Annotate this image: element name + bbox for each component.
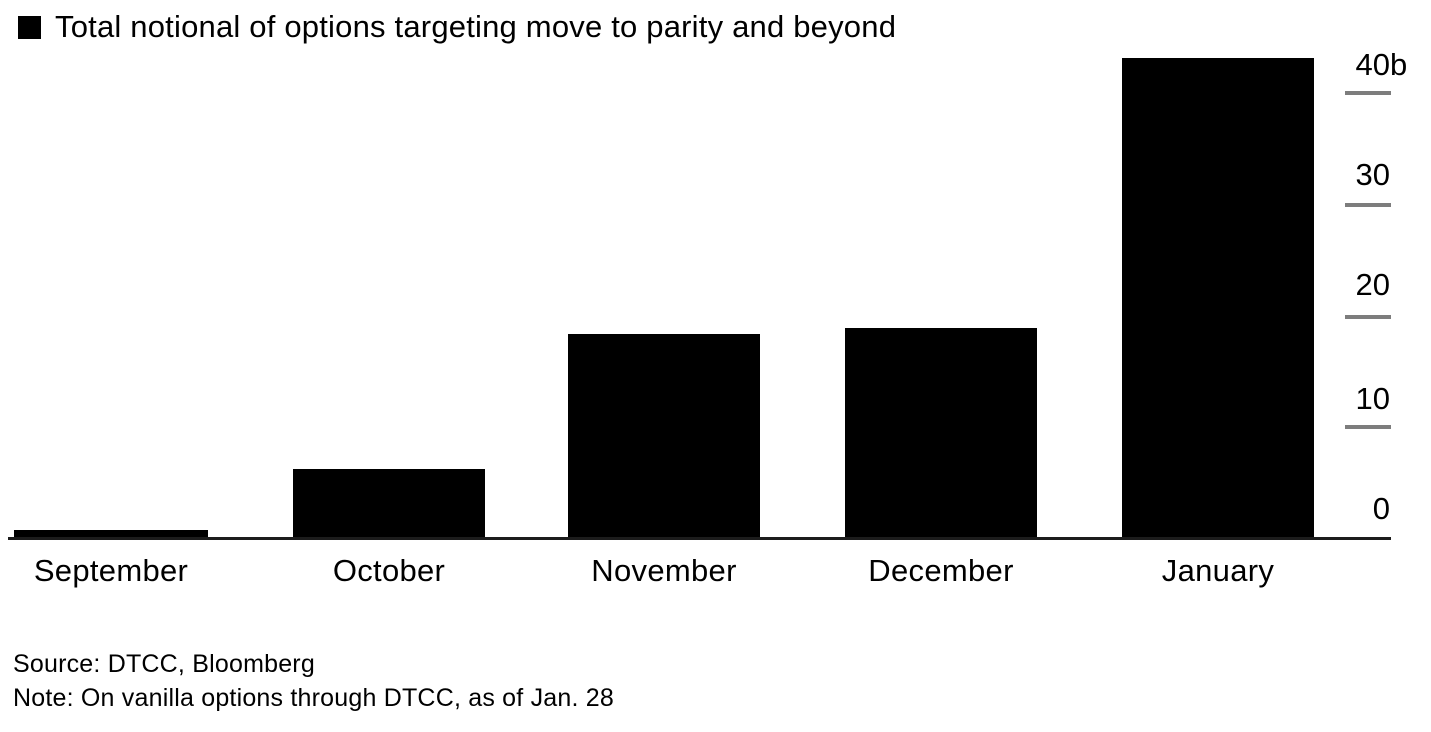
y-label-value: 20 [1355, 267, 1390, 302]
y-label-unit-suffix: b [1390, 47, 1408, 82]
y-tick-dash-20 [1345, 315, 1391, 319]
y-tick-dash-30 [1345, 203, 1391, 207]
legend-marker-icon [18, 15, 41, 39]
y-label-value: 10 [1355, 381, 1390, 416]
y-label-10: 10 [1355, 381, 1390, 416]
y-label-0: 0 [1372, 491, 1390, 526]
y-label-value: 30 [1355, 157, 1390, 192]
bar-december [845, 328, 1037, 537]
x-axis-line [8, 537, 1391, 540]
x-label-september: September [33, 553, 189, 588]
y-label-30: 30 [1355, 157, 1390, 192]
note-text: Note: On vanilla options through DTCC, a… [13, 684, 614, 712]
x-label-december: December [868, 553, 1014, 588]
bar-september [14, 530, 208, 537]
y-tick-dash-10 [1345, 425, 1391, 429]
bar-january [1122, 58, 1314, 537]
bar-october [293, 469, 485, 537]
x-label-november: November [591, 553, 737, 588]
x-label-october: October [332, 553, 446, 588]
x-label-january: January [1161, 553, 1275, 588]
y-tick-dash-40 [1345, 91, 1391, 95]
y-label-value: 40 [1355, 47, 1390, 82]
legend: Total notional of options targeting move… [18, 9, 897, 44]
y-label-20: 20 [1355, 267, 1390, 302]
y-label-value: 0 [1372, 491, 1390, 526]
legend-label: Total notional of options targeting move… [55, 9, 897, 44]
y-label-40: 40 b [1355, 47, 1408, 82]
source-text: Source: DTCC, Bloomberg [13, 650, 315, 678]
bar-november [568, 334, 760, 537]
